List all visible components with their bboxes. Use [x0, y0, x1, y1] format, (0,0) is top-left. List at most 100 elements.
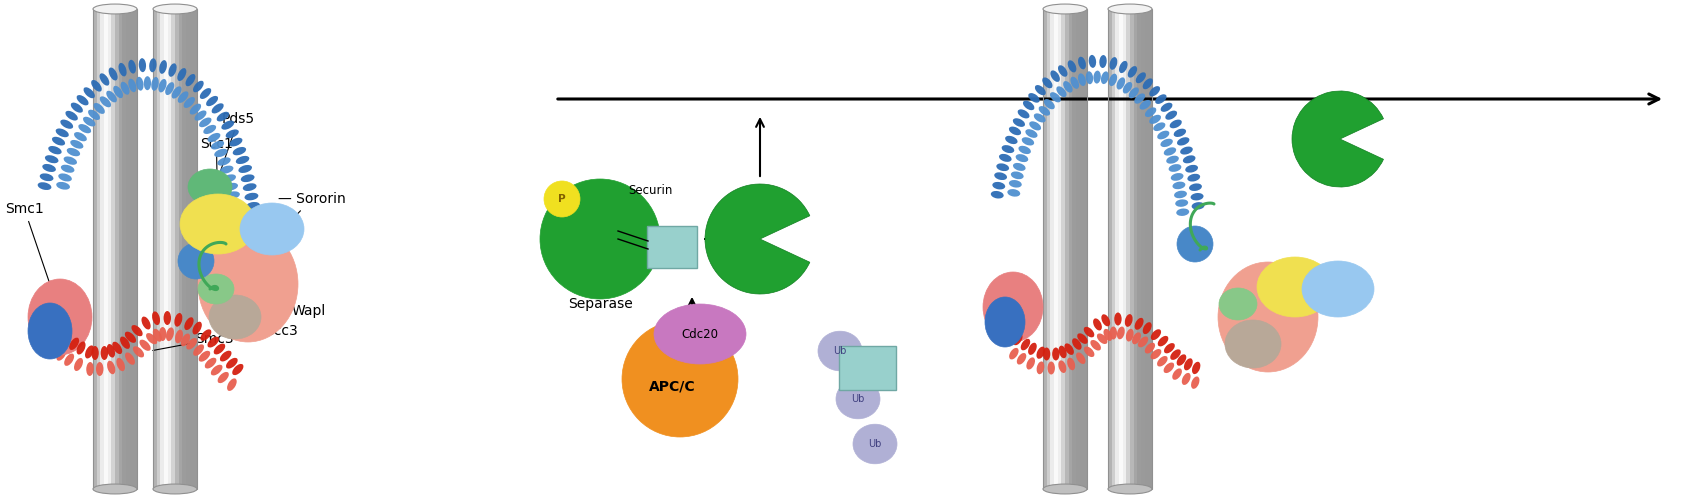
- Ellipse shape: [1011, 172, 1023, 179]
- Ellipse shape: [999, 154, 1011, 162]
- Bar: [1069, 9, 1072, 489]
- Ellipse shape: [994, 172, 1006, 180]
- Ellipse shape: [1171, 349, 1181, 360]
- Ellipse shape: [1174, 191, 1187, 198]
- Ellipse shape: [1044, 347, 1050, 360]
- Bar: [193, 9, 197, 489]
- Ellipse shape: [203, 125, 217, 134]
- Ellipse shape: [120, 336, 130, 349]
- Bar: [1062, 9, 1066, 489]
- Ellipse shape: [1193, 362, 1201, 374]
- Ellipse shape: [212, 103, 224, 113]
- Ellipse shape: [1016, 353, 1027, 365]
- Ellipse shape: [1149, 86, 1160, 96]
- Ellipse shape: [120, 82, 129, 95]
- Ellipse shape: [1116, 77, 1125, 89]
- Ellipse shape: [159, 327, 166, 341]
- Ellipse shape: [185, 317, 193, 330]
- Ellipse shape: [224, 183, 237, 191]
- Bar: [134, 9, 137, 489]
- Ellipse shape: [66, 111, 78, 121]
- Ellipse shape: [227, 200, 241, 208]
- Ellipse shape: [996, 163, 1010, 171]
- Ellipse shape: [1018, 109, 1030, 118]
- Ellipse shape: [232, 364, 244, 375]
- Ellipse shape: [1028, 343, 1037, 355]
- Ellipse shape: [1027, 357, 1035, 370]
- Ellipse shape: [1059, 360, 1066, 373]
- Ellipse shape: [151, 77, 159, 91]
- Bar: [103, 9, 108, 489]
- Ellipse shape: [1150, 329, 1160, 340]
- Ellipse shape: [1091, 340, 1101, 350]
- Ellipse shape: [1191, 193, 1203, 201]
- Ellipse shape: [1108, 484, 1152, 494]
- Ellipse shape: [213, 149, 227, 157]
- Ellipse shape: [144, 76, 151, 90]
- Ellipse shape: [239, 165, 252, 173]
- Ellipse shape: [188, 169, 232, 205]
- Ellipse shape: [164, 311, 171, 325]
- Text: Pds5: Pds5: [215, 112, 256, 184]
- Bar: [164, 9, 168, 489]
- Ellipse shape: [1037, 361, 1045, 374]
- Bar: [1108, 9, 1152, 489]
- Ellipse shape: [244, 193, 259, 200]
- Ellipse shape: [166, 327, 174, 341]
- Ellipse shape: [78, 124, 91, 133]
- Ellipse shape: [1181, 147, 1193, 155]
- Ellipse shape: [1064, 343, 1074, 355]
- Ellipse shape: [983, 272, 1044, 342]
- Bar: [174, 9, 178, 489]
- Ellipse shape: [1128, 66, 1137, 78]
- Ellipse shape: [1125, 314, 1133, 327]
- Ellipse shape: [247, 212, 261, 219]
- Ellipse shape: [1154, 122, 1165, 131]
- Ellipse shape: [1010, 180, 1021, 188]
- Ellipse shape: [208, 133, 220, 142]
- Ellipse shape: [1016, 154, 1028, 162]
- Ellipse shape: [1037, 347, 1045, 359]
- Ellipse shape: [1052, 347, 1059, 360]
- Ellipse shape: [159, 79, 166, 92]
- Bar: [1115, 9, 1120, 489]
- Ellipse shape: [1077, 333, 1088, 344]
- Ellipse shape: [174, 313, 183, 327]
- Ellipse shape: [225, 358, 237, 369]
- Ellipse shape: [198, 226, 298, 342]
- Ellipse shape: [152, 4, 197, 14]
- Ellipse shape: [174, 330, 183, 343]
- Ellipse shape: [1057, 86, 1067, 97]
- Ellipse shape: [1160, 103, 1172, 112]
- Ellipse shape: [217, 372, 229, 383]
- Ellipse shape: [1013, 334, 1023, 345]
- Ellipse shape: [220, 166, 234, 174]
- Ellipse shape: [71, 103, 83, 113]
- Ellipse shape: [212, 141, 224, 150]
- Ellipse shape: [61, 165, 75, 173]
- Ellipse shape: [1149, 115, 1160, 124]
- FancyBboxPatch shape: [839, 346, 896, 390]
- Bar: [1108, 9, 1111, 489]
- Ellipse shape: [1140, 100, 1150, 110]
- Ellipse shape: [168, 63, 176, 77]
- Ellipse shape: [229, 209, 242, 216]
- Ellipse shape: [139, 58, 146, 72]
- Ellipse shape: [1303, 261, 1374, 317]
- Ellipse shape: [97, 362, 103, 376]
- Ellipse shape: [108, 67, 117, 80]
- Ellipse shape: [56, 182, 69, 190]
- Ellipse shape: [193, 344, 203, 356]
- Ellipse shape: [46, 155, 59, 163]
- Bar: [152, 9, 156, 489]
- Ellipse shape: [1101, 71, 1110, 84]
- Ellipse shape: [1164, 343, 1176, 353]
- Ellipse shape: [1028, 93, 1040, 103]
- Ellipse shape: [1044, 99, 1055, 109]
- Ellipse shape: [242, 183, 256, 191]
- Bar: [1054, 9, 1057, 489]
- Ellipse shape: [207, 96, 219, 106]
- Ellipse shape: [207, 337, 219, 347]
- Ellipse shape: [1176, 209, 1189, 216]
- Ellipse shape: [76, 341, 86, 354]
